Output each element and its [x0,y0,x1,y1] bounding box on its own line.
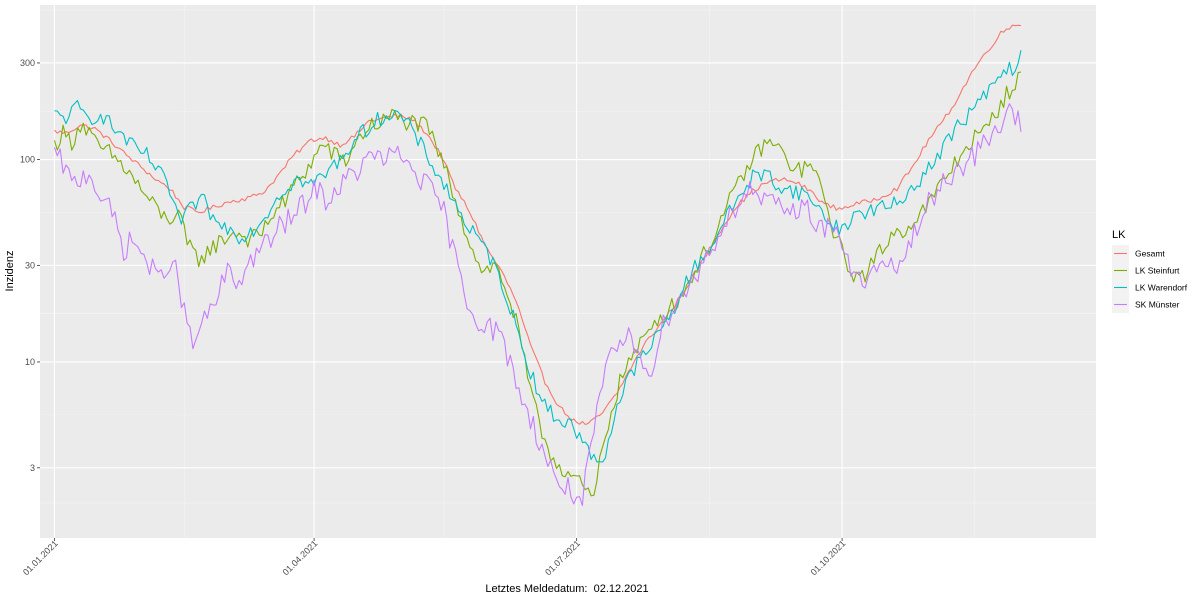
series-lines [53,24,1022,507]
minor-gridlines [40,5,1096,538]
y-tick-label: 30 [25,260,35,270]
series-line-1 [54,24,1022,426]
legend-title: LK [1112,229,1126,241]
x-tick-label: 01.04.2021 [281,538,320,577]
legend: LK Gesamt LK Steinfurt LK Warendorf SK Müns… [1112,229,1188,313]
y-axis-title: Inzidenz [4,251,16,292]
major-gridlines [40,5,1096,538]
series-line-3 [54,50,1022,463]
chart-caption: Letztes Meldedatum: 02.12.2021 [485,583,648,595]
x-tick-label: 01.07.2021 [543,538,582,577]
y-tick-label: 10 [25,357,35,367]
legend-label: SK Münster [1135,300,1180,310]
x-tick-label: 01.10.2021 [809,538,848,577]
y-tick-label: 3 [30,463,35,473]
legend-label: LK Warendorf [1135,283,1188,293]
y-tick-label: 100 [20,155,35,165]
legend-label: LK Steinfurt [1135,266,1180,276]
series-line-4 [53,103,1022,507]
x-tick-label: 01.01.2021 [21,538,60,577]
y-tick-label: 300 [20,58,35,68]
legend-label: Gesamt [1135,249,1165,259]
x-axis: 01.01.2021 01.04.2021 01.07.2021 01.10.2021 [21,538,848,577]
y-axis: 3 10 30 100 300 [20,58,40,473]
plot-panel-background [40,5,1096,538]
